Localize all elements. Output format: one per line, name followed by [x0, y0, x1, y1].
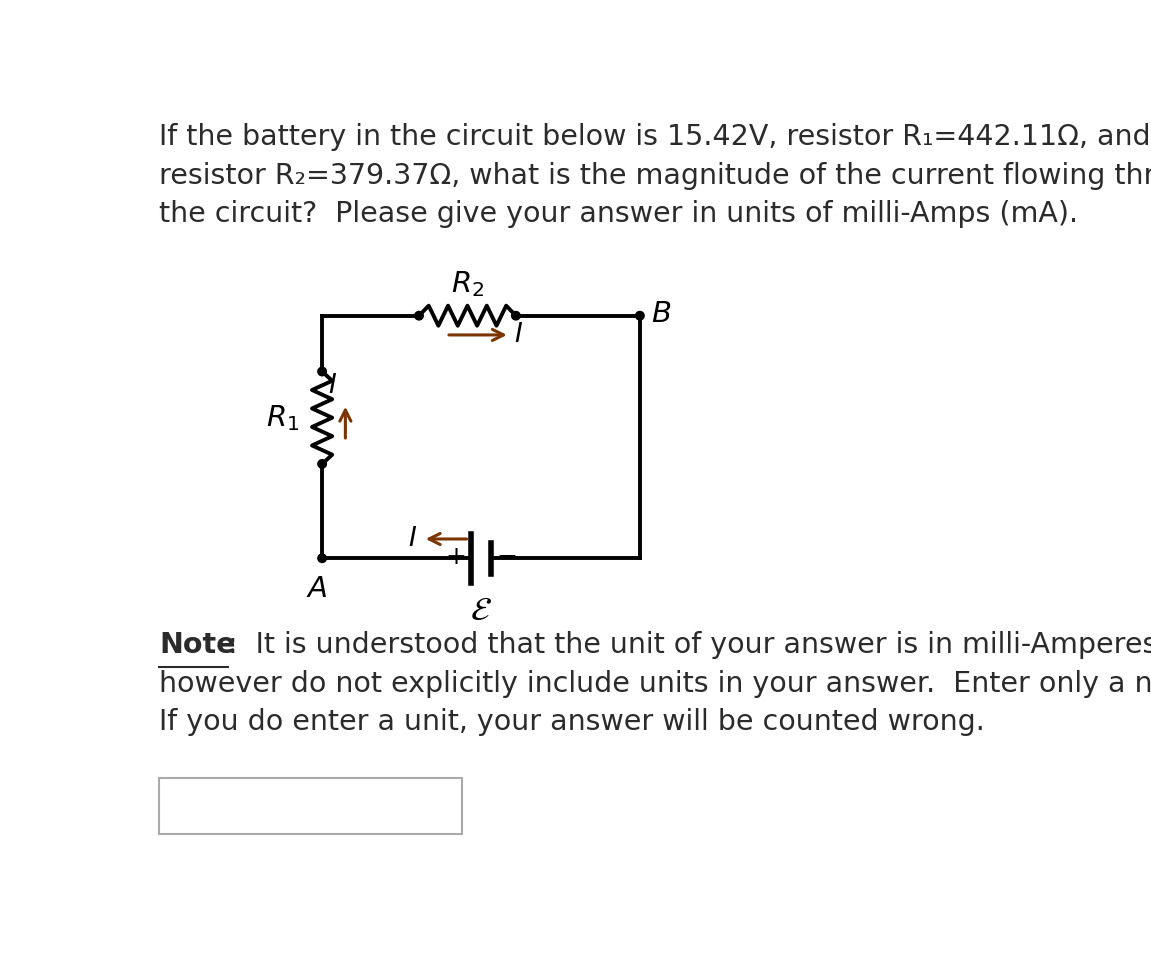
Text: :  It is understood that the unit of your answer is in milli-Amperes (mA),: : It is understood that the unit of your… — [228, 631, 1151, 660]
Text: +: + — [445, 545, 466, 569]
Text: $I$: $I$ — [514, 322, 524, 347]
Circle shape — [318, 554, 327, 562]
Circle shape — [635, 312, 645, 320]
Text: $I$: $I$ — [328, 373, 337, 398]
Text: If the battery in the circuit below is 15.42V, resistor R₁=442.11Ω, and: If the battery in the circuit below is 1… — [159, 123, 1151, 151]
Text: $I$: $I$ — [407, 527, 417, 552]
Circle shape — [511, 312, 520, 320]
Text: Note: Note — [159, 631, 236, 660]
Circle shape — [318, 367, 327, 376]
Text: If you do enter a unit, your answer will be counted wrong.: If you do enter a unit, your answer will… — [159, 708, 985, 736]
Text: $\mathcal{E}$: $\mathcal{E}$ — [470, 596, 491, 627]
FancyBboxPatch shape — [159, 778, 462, 834]
Text: $R_2$: $R_2$ — [451, 269, 483, 299]
Text: $B$: $B$ — [650, 300, 671, 328]
Text: resistor R₂=379.37Ω, what is the magnitude of the current flowing through: resistor R₂=379.37Ω, what is the magnitu… — [159, 162, 1151, 189]
Text: however do not explicitly include units in your answer.  Enter only a number.: however do not explicitly include units … — [159, 670, 1151, 698]
Text: $A$: $A$ — [306, 576, 327, 603]
Circle shape — [318, 460, 327, 468]
Circle shape — [414, 312, 424, 320]
Text: −: − — [496, 545, 517, 569]
Text: $R_1$: $R_1$ — [266, 402, 299, 433]
Text: the circuit?  Please give your answer in units of milli-Amps (mA).: the circuit? Please give your answer in … — [159, 200, 1078, 228]
